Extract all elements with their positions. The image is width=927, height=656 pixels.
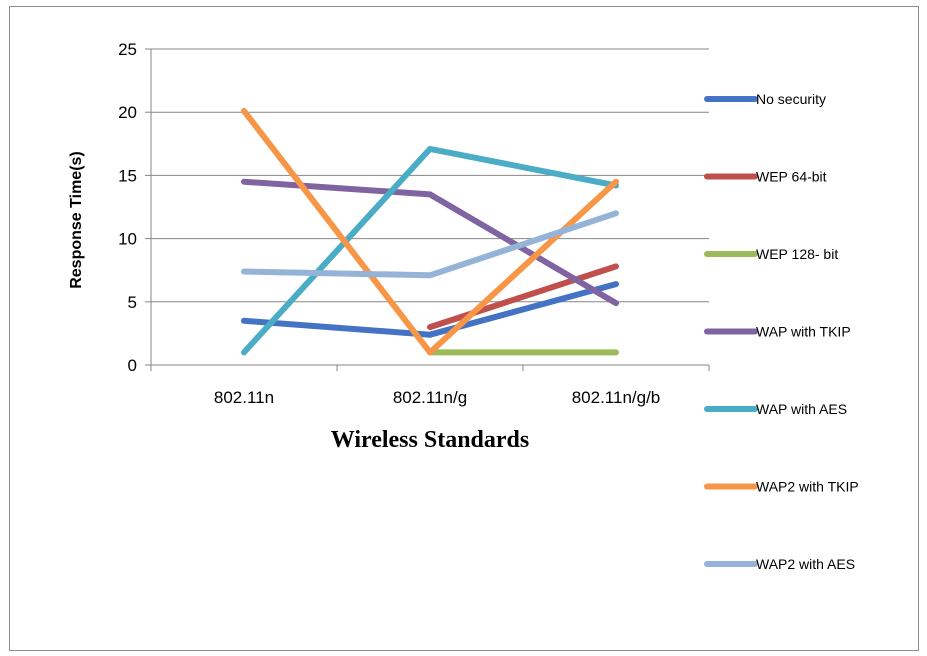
y-tick-label: 25 [118,40,137,59]
y-tick-labels: 0 5 10 15 20 25 [118,40,137,375]
x-tick-label: 802.11n [214,388,274,407]
legend: No security WEP 64-bit WEP 128- bit WAP wit… [704,91,859,572]
y-tick-label: 20 [118,103,137,122]
legend-entry-wap-with-tkip: WAP with TKIP [756,324,851,340]
x-tick-labels: 802.11n 802.11n/g 802.11n/g/b [214,388,660,407]
series-line-wap-with-aes [241,145,619,356]
y-tick-label: 15 [118,166,137,185]
legend-entry-wap2-with-aes: WAP2 with AES [756,556,855,572]
y-tick-label: 5 [128,293,137,312]
legend-entry-wep-64-bit: WEP 64-bit [756,169,827,185]
line-chart: 0 5 10 15 20 25 802.11n 802.11n/g 802.11n/g/b R… [68,40,859,572]
legend-entry-wap2-with-tkip: WAP2 with TKIP [756,479,859,495]
x-axis-label: Wireless Standards [331,427,529,453]
chart-frame: 0 5 10 15 20 25 802.11n 802.11n/g 802.11n/g/b R… [9,6,919,651]
legend-entry-no-security: No security [756,91,826,107]
x-tick-label: 802.11n/g [393,388,467,407]
gridlines [151,48,709,303]
y-axis-label: Response Time(s) [68,151,85,289]
axes [145,48,710,371]
legend-entry-wap-with-aes: WAP with AES [756,401,847,417]
y-tick-label: 10 [118,230,137,249]
series-lines [241,107,619,356]
series-line-wap-with-tkip [241,178,619,307]
x-tick-label: 802.11n/g/b [572,388,661,407]
series-line-wap2-with-tkip [241,107,619,356]
series-line-wep-64-bit [427,263,619,331]
y-tick-label: 0 [128,356,137,375]
legend-entry-wep-128-bit: WEP 128- bit [756,246,838,262]
series-line-no-security [241,281,619,338]
series-line-wap2-with-aes [241,210,619,279]
